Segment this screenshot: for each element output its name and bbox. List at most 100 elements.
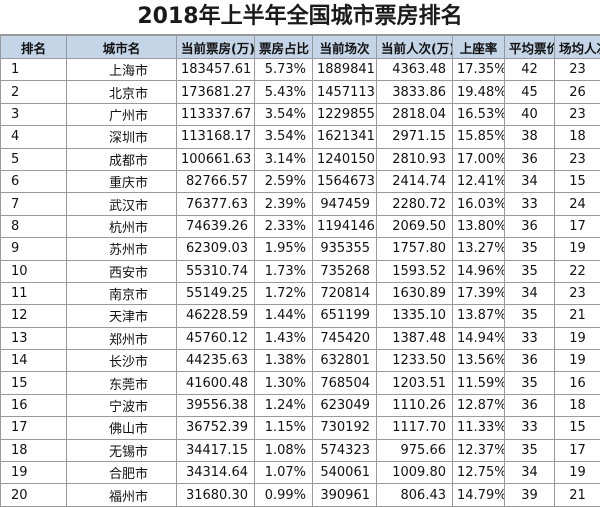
cell-avg-price: 34 — [505, 282, 555, 304]
cell-share: 1.30% — [255, 372, 313, 394]
cell-occupancy: 13.56% — [453, 350, 505, 372]
cell-occupancy: 15.85% — [453, 126, 505, 148]
cell-admissions: 1233.50 — [377, 350, 453, 372]
cell-avg-attendance: 15 — [555, 170, 600, 192]
cell-screenings: 1194146 — [313, 215, 377, 237]
cell-city: 上海市 — [67, 59, 177, 81]
cell-avg-attendance: 23 — [555, 282, 600, 304]
cell-admissions: 2971.15 — [377, 126, 453, 148]
cell-avg-attendance: 23 — [555, 103, 600, 125]
cell-avg-attendance: 24 — [555, 193, 600, 215]
cell-occupancy: 13.27% — [453, 238, 505, 260]
cell-rank: 3 — [1, 103, 67, 125]
cell-city: 无锡市 — [67, 439, 177, 461]
cell-avg-price: 45 — [505, 81, 555, 103]
cell-avg-attendance: 23 — [555, 59, 600, 81]
cell-box-office: 55310.74 — [177, 260, 255, 282]
cell-city: 宁波市 — [67, 394, 177, 416]
cell-box-office: 39556.38 — [177, 394, 255, 416]
cell-share: 5.73% — [255, 59, 313, 81]
cell-city: 广州市 — [67, 103, 177, 125]
cell-avg-price: 36 — [505, 215, 555, 237]
cell-screenings: 1229855 — [313, 103, 377, 125]
cell-rank: 14 — [1, 350, 67, 372]
cell-city: 长沙市 — [67, 350, 177, 372]
cell-occupancy: 11.33% — [453, 417, 505, 439]
cell-rank: 11 — [1, 282, 67, 304]
cell-screenings: 1564673 — [313, 170, 377, 192]
cell-screenings: 390961 — [313, 484, 377, 506]
cell-rank: 6 — [1, 170, 67, 192]
cell-occupancy: 16.53% — [453, 103, 505, 125]
cell-screenings: 768504 — [313, 372, 377, 394]
cell-avg-price: 35 — [505, 305, 555, 327]
column-header-rank: 排名 — [1, 36, 67, 59]
cell-avg-price: 34 — [505, 170, 555, 192]
cell-avg-price: 39 — [505, 484, 555, 506]
cell-screenings: 540061 — [313, 462, 377, 484]
cell-share: 3.54% — [255, 103, 313, 125]
cell-share: 3.14% — [255, 148, 313, 170]
cell-admissions: 1593.52 — [377, 260, 453, 282]
cell-screenings: 745420 — [313, 327, 377, 349]
cell-rank: 1 — [1, 59, 67, 81]
cell-box-office: 74639.26 — [177, 215, 255, 237]
cell-occupancy: 12.41% — [453, 170, 505, 192]
cell-city: 郑州市 — [67, 327, 177, 349]
cell-avg-price: 36 — [505, 148, 555, 170]
cell-rank: 5 — [1, 148, 67, 170]
cell-avg-attendance: 26 — [555, 81, 600, 103]
cell-rank: 18 — [1, 439, 67, 461]
cell-avg-price: 42 — [505, 59, 555, 81]
cell-avg-attendance: 17 — [555, 439, 600, 461]
cell-share: 1.07% — [255, 462, 313, 484]
cell-city: 西安市 — [67, 260, 177, 282]
cell-rank: 16 — [1, 394, 67, 416]
cell-share: 1.38% — [255, 350, 313, 372]
cell-share: 1.15% — [255, 417, 313, 439]
cell-share: 1.24% — [255, 394, 313, 416]
cell-box-office: 36752.39 — [177, 417, 255, 439]
cell-screenings: 720814 — [313, 282, 377, 304]
cell-box-office: 76377.63 — [177, 193, 255, 215]
cell-avg-price: 35 — [505, 439, 555, 461]
column-header-avg-price: 平均票价 — [505, 36, 555, 59]
cell-avg-attendance: 18 — [555, 126, 600, 148]
cell-share: 5.43% — [255, 81, 313, 103]
cell-box-office: 31680.30 — [177, 484, 255, 506]
cell-avg-attendance: 15 — [555, 417, 600, 439]
cell-avg-attendance: 19 — [555, 350, 600, 372]
cell-share: 3.54% — [255, 126, 313, 148]
cell-screenings: 730192 — [313, 417, 377, 439]
cell-occupancy: 12.37% — [453, 439, 505, 461]
cell-share: 2.39% — [255, 193, 313, 215]
cell-box-office: 41600.48 — [177, 372, 255, 394]
cell-admissions: 1757.80 — [377, 238, 453, 260]
cell-screenings: 935355 — [313, 238, 377, 260]
cell-rank: 10 — [1, 260, 67, 282]
cell-share: 1.08% — [255, 439, 313, 461]
cell-screenings: 947459 — [313, 193, 377, 215]
cell-admissions: 1110.26 — [377, 394, 453, 416]
cell-occupancy: 12.87% — [453, 394, 505, 416]
cell-avg-attendance: 19 — [555, 462, 600, 484]
cell-rank: 20 — [1, 484, 67, 506]
cell-city: 合肥市 — [67, 462, 177, 484]
cell-avg-price: 36 — [505, 394, 555, 416]
cell-box-office: 46228.59 — [177, 305, 255, 327]
